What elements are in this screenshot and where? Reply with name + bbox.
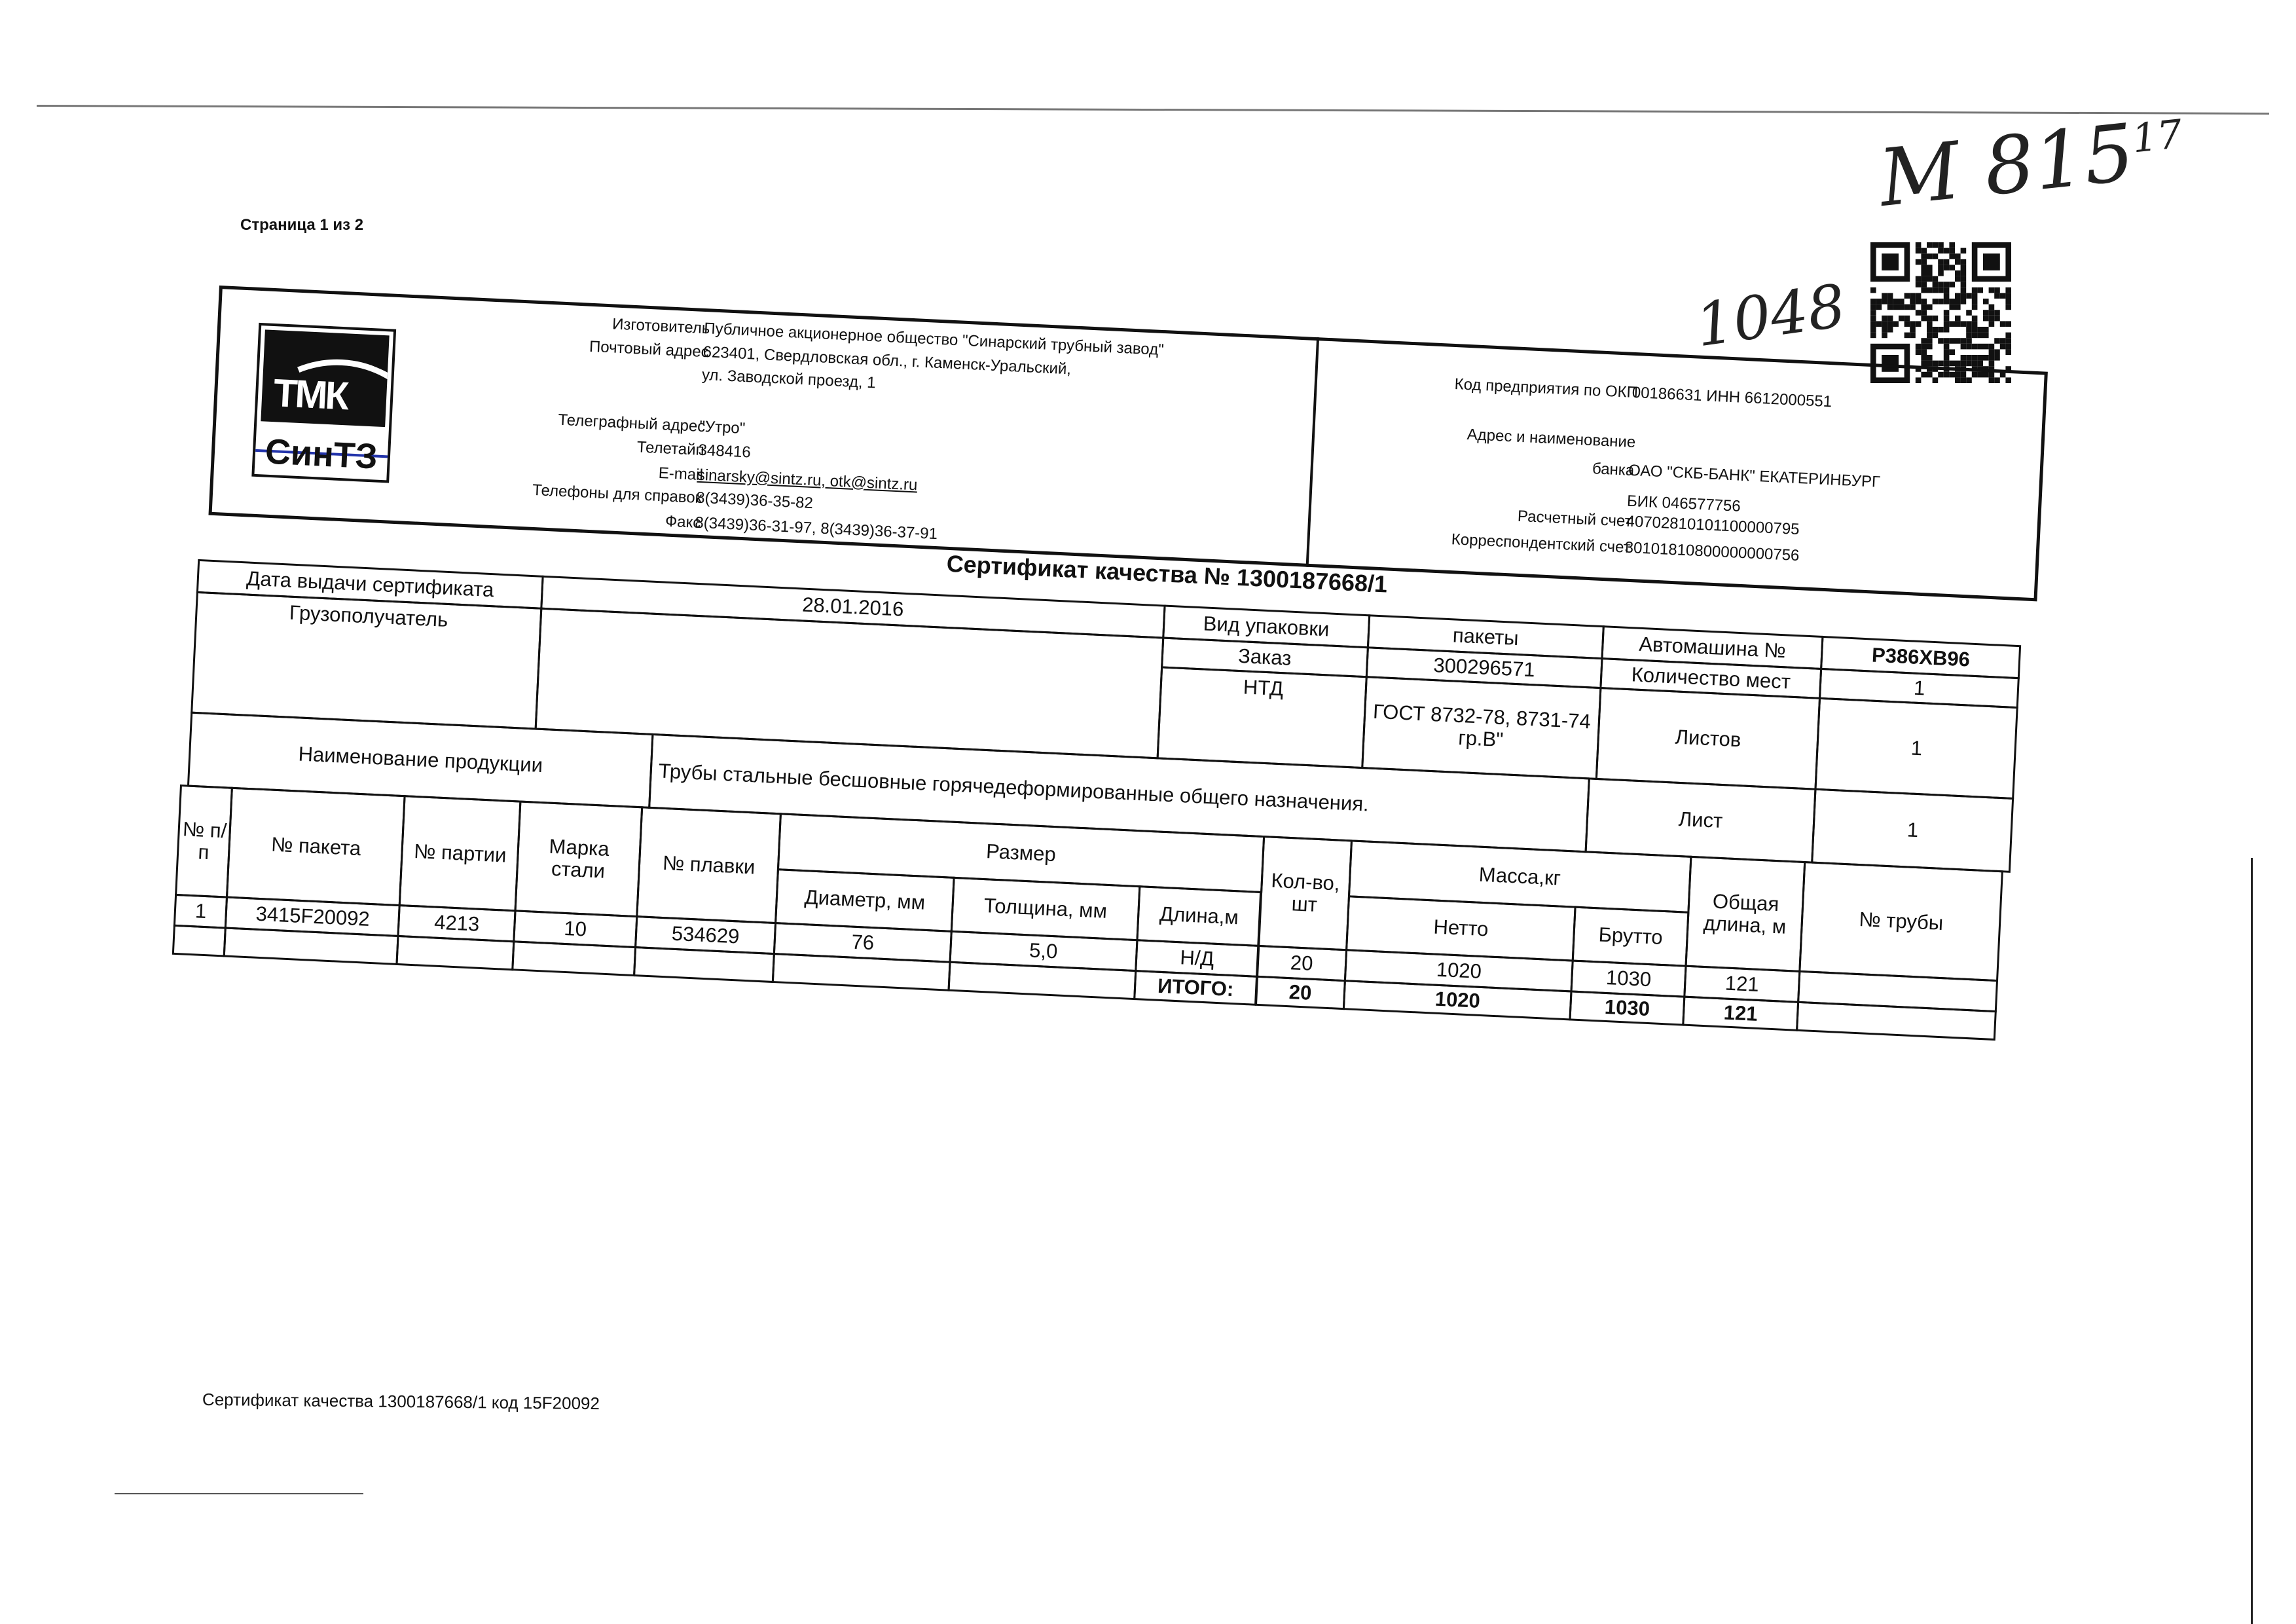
header-num: № п/п — [175, 784, 234, 898]
manufacturer-value: 348416 — [698, 441, 752, 462]
empty-cell — [395, 935, 515, 971]
empty-cell — [172, 925, 227, 957]
total-qty: 20 — [1254, 976, 1346, 1010]
handwritten-reference: М 81517 — [1875, 102, 2188, 225]
sheets-value: 1 — [1814, 697, 2019, 800]
header-batch: № партии — [399, 794, 522, 912]
cell-num: 1 — [173, 894, 228, 929]
sheets-label: Листов — [1595, 686, 1821, 790]
handwritten-reference-text: М 815 — [1875, 107, 2139, 225]
scan-edge-line — [2251, 858, 2253, 1624]
empty-cell — [511, 940, 636, 976]
handwritten-reference-sup: 17 — [2130, 111, 2185, 162]
sheet-label: Лист — [1584, 777, 1817, 864]
sheet-value: 1 — [1811, 788, 2014, 873]
quality-certificate: ТМК СинТЗ Изготовитель Публичное акционер… — [172, 286, 2062, 1060]
header-length: Длина,м — [1136, 885, 1262, 948]
header-heat: № плавки — [636, 805, 782, 925]
header-package: № пакета — [226, 786, 407, 907]
header-qty: Кол-во, шт — [1257, 835, 1353, 951]
logo-sintz-text: СинТЗ — [264, 432, 378, 477]
header-steel: Марка стали — [514, 800, 644, 918]
logo-mark: ТМК — [260, 329, 390, 428]
company-logo: ТМК СинТЗ — [251, 322, 397, 483]
footer-text: Сертификат качества 1300187668/1 код 15F… — [202, 1389, 600, 1414]
consignee-label: Грузополучатель — [191, 591, 543, 730]
total-length: 121 — [1681, 995, 1800, 1031]
logo-tmk-text: ТМК — [272, 371, 348, 418]
handwritten-number: 1048 — [1691, 271, 1850, 361]
total-gross: 1030 — [1569, 990, 1686, 1026]
manufacturer-value: "Утро" — [699, 417, 746, 437]
total-label: ИТОГО: — [1133, 970, 1258, 1006]
qr-code-icon — [1870, 242, 2011, 383]
header-pipe-no: № трубы — [1798, 860, 2004, 982]
header-gross: Брутто — [1572, 906, 1690, 968]
empty-cell — [632, 946, 776, 983]
header-total-length: Общая длина, м — [1685, 855, 1806, 973]
ntd-value: ГОСТ 8732-78, 8731-74 гр.В" — [1361, 676, 1602, 780]
ntd-label: НТД — [1156, 666, 1368, 769]
scan-artifact-line — [115, 1493, 363, 1494]
page-number-label: Страница 1 из 2 — [240, 216, 364, 234]
manufacturer-label: Телетайп — [636, 437, 705, 459]
scan-top-line — [37, 105, 2269, 115]
